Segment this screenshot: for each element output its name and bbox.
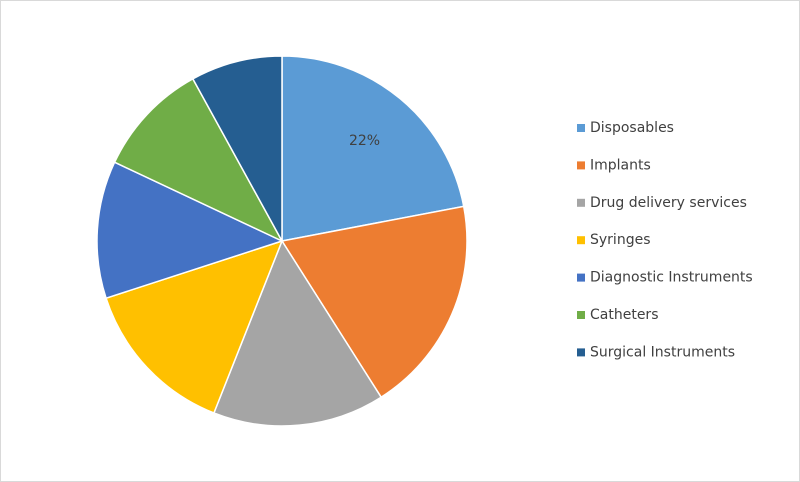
legend-swatch bbox=[577, 311, 585, 319]
legend-label: Implants bbox=[590, 157, 651, 173]
pie-slice bbox=[280, 205, 468, 399]
data-label: 22% bbox=[349, 133, 380, 149]
legend-swatch bbox=[577, 273, 585, 282]
legend-label: Drug delivery services bbox=[590, 195, 747, 211]
pie-slice bbox=[113, 77, 284, 243]
legend-label: Catheters bbox=[590, 307, 658, 323]
legend-swatch bbox=[577, 124, 585, 132]
legend-label: Syringes bbox=[590, 232, 650, 248]
pie-slice bbox=[191, 55, 283, 242]
legend-label: Surgical Instruments bbox=[590, 344, 735, 360]
legend-swatch bbox=[577, 198, 585, 207]
legend-swatch bbox=[577, 161, 585, 170]
legend-swatch bbox=[577, 348, 585, 357]
pie-slice bbox=[212, 239, 383, 427]
pie-slice bbox=[281, 55, 465, 242]
pie-slice bbox=[96, 161, 285, 300]
legend-label: Diagnostic Instruments bbox=[590, 270, 753, 286]
legend-label: Disposables bbox=[590, 120, 674, 136]
legend-swatch bbox=[577, 236, 585, 245]
